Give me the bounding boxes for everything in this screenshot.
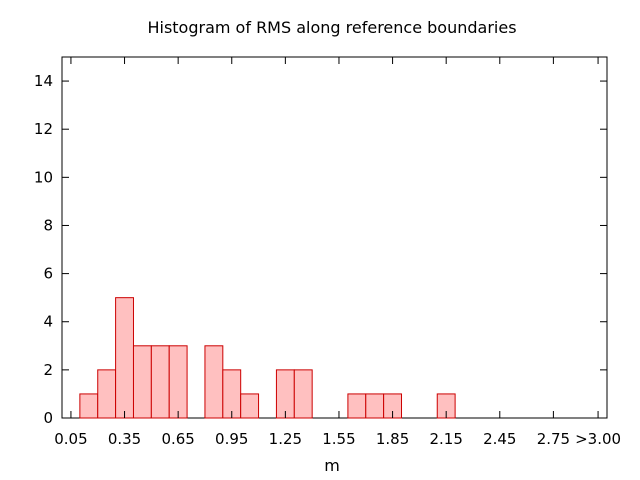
y-tick-label-6: 12 (34, 120, 53, 138)
y-tick-label-5: 10 (34, 168, 53, 186)
x-axis-label: m (324, 456, 340, 475)
x-tick-label-1: 0.35 (108, 430, 141, 448)
y-axis: 0 2 4 6 8 10 12 14 (34, 72, 607, 427)
x-tick-label-0: 0.05 (54, 430, 87, 448)
x-tick-label-4: 1.25 (269, 430, 302, 448)
x-tick-label-2: 0.65 (161, 430, 194, 448)
bar-8 (240, 393, 260, 419)
bar-6 (204, 345, 224, 419)
bar-4 (150, 345, 170, 419)
x-tick-label-7: 2.15 (429, 430, 462, 448)
bar-9 (275, 369, 295, 419)
x-tick-label-5: 1.55 (322, 430, 355, 448)
y-tick-label-3: 6 (43, 265, 53, 283)
x-tick-label-6: 1.85 (376, 430, 409, 448)
chart-title: Histogram of RMS along reference boundar… (147, 18, 516, 37)
bar-1 (97, 369, 117, 419)
bar-3 (132, 345, 152, 419)
bar-2 (115, 297, 134, 419)
plot-frame (61, 56, 608, 419)
bar-11 (347, 393, 367, 419)
y-tick-label-2: 4 (43, 313, 53, 331)
x-tick-label-3: 0.95 (215, 430, 248, 448)
bar-12 (365, 393, 385, 419)
x-tick-label-8: 2.45 (483, 430, 516, 448)
y-tick-label-0: 0 (43, 409, 53, 427)
y-tick-label-1: 2 (43, 361, 53, 379)
bar-5 (168, 345, 188, 419)
bar-10 (293, 369, 313, 419)
x-axis: 0.05 0.35 0.65 0.95 1.25 1.55 1.85 2.15 2.45 2.75… (54, 57, 621, 448)
y-tick-label-7: 14 (34, 72, 53, 90)
x-tick-label-10: >3.00 (575, 430, 621, 448)
bar-0 (79, 393, 99, 419)
y-tick-label-4: 8 (43, 216, 53, 234)
x-tick-label-9: 2.75 (537, 430, 570, 448)
bar-7 (222, 369, 242, 419)
bar-group (79, 297, 456, 419)
